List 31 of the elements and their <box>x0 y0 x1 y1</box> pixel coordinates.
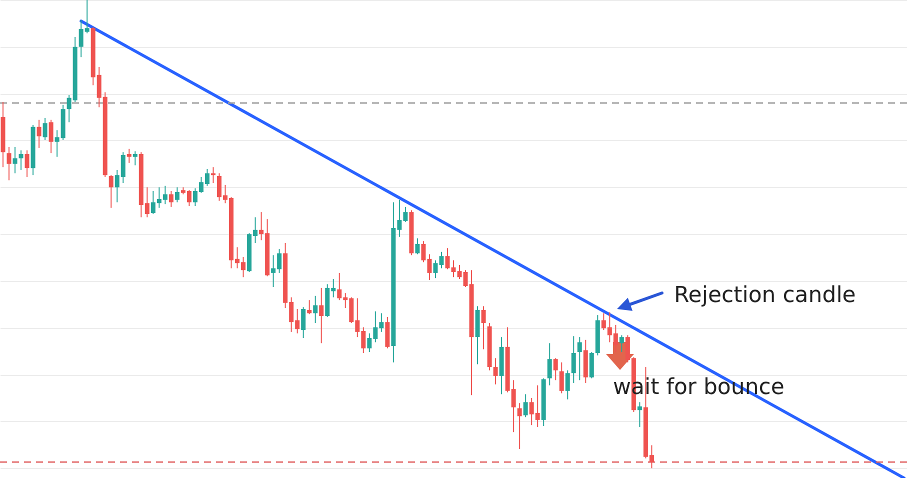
candlestick <box>108 174 114 208</box>
candlestick <box>517 402 522 450</box>
candlestick <box>174 186 180 203</box>
candlestick <box>559 362 564 394</box>
candlestick <box>12 146 18 174</box>
candlestick <box>577 336 582 381</box>
candlestick <box>547 342 552 386</box>
candlestick <box>313 295 318 324</box>
candlestick <box>493 358 498 385</box>
candlestick <box>168 190 174 208</box>
candlestick <box>481 306 486 350</box>
candlestick <box>48 119 54 154</box>
candlestick <box>553 358 558 381</box>
candlestick <box>132 150 138 166</box>
candlestick <box>571 336 576 384</box>
candlestick <box>126 148 132 164</box>
candlestick <box>523 394 528 418</box>
candlestick <box>24 150 30 178</box>
candlestick <box>18 150 24 170</box>
annotation: Rejection candle <box>674 283 856 308</box>
candlestick <box>619 334 624 353</box>
candlestick <box>319 287 324 344</box>
candlestick <box>36 119 42 148</box>
candlestick <box>637 402 642 428</box>
candlestick <box>210 166 216 184</box>
candlestick <box>42 117 48 140</box>
candlestick <box>565 370 570 400</box>
candlestick <box>6 146 12 181</box>
candlestick <box>307 300 312 315</box>
candlestick <box>301 306 306 339</box>
candlestick <box>415 238 420 255</box>
